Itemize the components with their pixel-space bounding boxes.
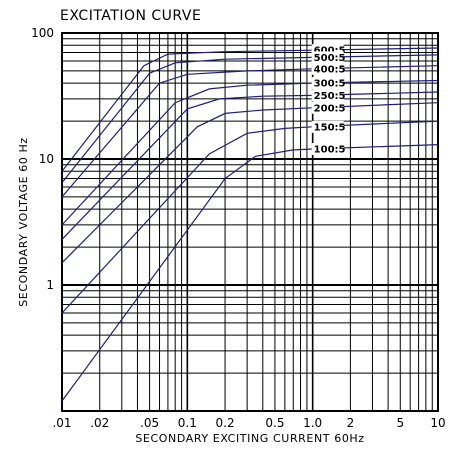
curve-label-bg <box>311 51 344 64</box>
curve-600-5 <box>61 47 439 172</box>
x-tick-label: 0.1 <box>178 416 197 430</box>
y-tick-label: 1 <box>46 278 54 292</box>
curve-300-5 <box>61 79 439 226</box>
curve-label-bg <box>311 89 344 102</box>
x-tick-label: 5 <box>396 416 404 430</box>
curve-label: 100:5 <box>314 145 346 156</box>
x-tick-label: 10 <box>430 416 445 430</box>
plot-frame <box>61 32 439 412</box>
curve-label: 200:5 <box>314 103 346 114</box>
curve-label-bg <box>311 77 344 90</box>
y-tick-labels: 1 10 100 <box>31 26 54 292</box>
curve-label: 150:5 <box>314 122 346 133</box>
curve-100-5 <box>61 144 439 402</box>
y-tick-label: 10 <box>39 152 54 166</box>
x-tick-label: 0.2 <box>216 416 235 430</box>
curve-label: 300:5 <box>314 79 346 90</box>
y-axis-label: SECONDARY VOLTAGE 60 Hz <box>17 137 30 307</box>
curve-label-bg <box>311 101 344 114</box>
x-tick-labels: .01 .02 .05 0.1 0.2 0.5 1.0 2 5 10 <box>52 416 445 430</box>
chart-grid <box>61 33 438 412</box>
x-tick-label: 2 <box>347 416 355 430</box>
curve-label-bg <box>311 62 344 75</box>
x-tick-label: 0.5 <box>265 416 284 430</box>
x-axis-label: SECONDARY EXCITING CURRENT 60Hz <box>135 432 364 445</box>
curve-label-bg <box>311 120 344 133</box>
curve-label: 400:5 <box>314 64 346 75</box>
curve-200-5 <box>61 102 439 264</box>
curve-label: 250:5 <box>314 91 346 102</box>
x-tick-label: .05 <box>140 416 159 430</box>
curve-label-bg <box>311 143 344 156</box>
chart-title: EXCITATION CURVE <box>60 8 201 24</box>
curve-label: 500:5 <box>314 53 346 64</box>
x-tick-label: .02 <box>90 416 109 430</box>
curve-label: 600:5 <box>314 46 346 57</box>
x-tick-label: 1.0 <box>303 416 322 430</box>
y-tick-label: 100 <box>31 26 54 40</box>
curve-250-5 <box>61 91 439 240</box>
x-tick-label: .01 <box>52 416 71 430</box>
